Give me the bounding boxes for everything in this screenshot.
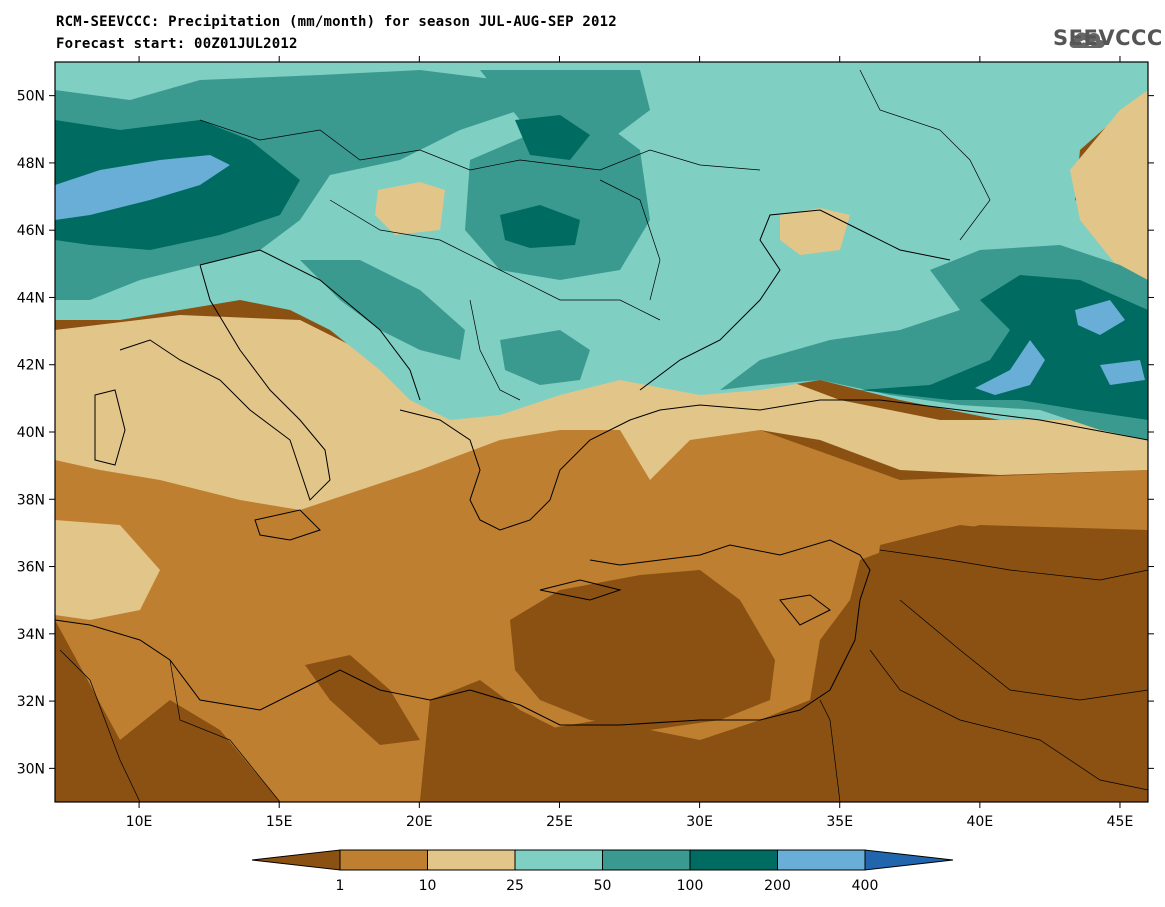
legend-swatch <box>602 849 691 871</box>
lat-tick-label: 40N <box>17 425 45 441</box>
lat-tick-label: 30N <box>17 761 45 777</box>
forecast-start-label: Forecast start: 00Z01JUL2012 <box>56 36 298 52</box>
lon-tick-label: 15E <box>266 814 293 830</box>
legend-swatch <box>514 849 603 871</box>
field-25-50-west <box>55 520 160 620</box>
field-dry-patch-4 <box>860 525 1148 802</box>
legend-label: 400 <box>852 878 879 894</box>
legend-swatch <box>864 849 954 871</box>
field-100-200-north <box>480 70 650 140</box>
field-dry-patch-2 <box>305 655 420 745</box>
lat-tick-label: 38N <box>17 492 45 508</box>
lat-tick-label: 34N <box>17 627 45 643</box>
seevccc-logo-text: SEEVCCC <box>1053 26 1163 50</box>
field-25-50 <box>55 315 1148 510</box>
lon-tick-label: 40E <box>967 814 994 830</box>
field-200-400-carpathian <box>500 205 580 248</box>
lat-tick-label: 48N <box>17 156 45 172</box>
lat-tick-label: 50N <box>17 89 45 105</box>
field-400-caucasus-1 <box>975 340 1045 395</box>
legend-label: 10 <box>419 878 437 894</box>
field-dry-patch-1 <box>510 570 775 730</box>
legend-swatch <box>689 849 778 871</box>
lon-tick-label: 10E <box>126 814 153 830</box>
field-400-caucasus-3 <box>1100 360 1145 385</box>
legend-label: 100 <box>677 878 704 894</box>
legend-label: 25 <box>506 878 524 894</box>
lat-tick-label: 32N <box>17 694 45 710</box>
field-100-200-bulgaria <box>500 330 590 385</box>
legend-swatch <box>339 849 428 871</box>
lat-tick-label: 46N <box>17 223 45 239</box>
map-field <box>55 62 1148 802</box>
lon-tick-label: 30E <box>686 814 713 830</box>
lon-tick-label: 35E <box>826 814 853 830</box>
field-400-caucasus-2 <box>1075 300 1125 335</box>
legend-swatch <box>251 849 341 871</box>
seevccc-cloud-logo-icon <box>1069 32 1105 48</box>
lat-tick-label: 42N <box>17 358 45 374</box>
legend-label: 1 <box>336 878 345 894</box>
lon-tick-label: 25E <box>546 814 573 830</box>
legend-swatch <box>777 849 866 871</box>
lon-tick-label: 45E <box>1107 814 1134 830</box>
field-dry-spot-2 <box>780 208 850 255</box>
lat-tick-label: 36N <box>17 560 45 576</box>
legend-swatch <box>427 849 516 871</box>
field-100-200-balkans <box>300 260 465 360</box>
field-400-alps <box>55 155 230 220</box>
field-200-400-north <box>515 115 590 160</box>
lat-tick-label: 44N <box>17 290 45 306</box>
legend-label: 200 <box>764 878 791 894</box>
color-legend: 1 10 25 50 100 200 400 <box>251 849 954 894</box>
field-dry-patch-3 <box>420 680 560 802</box>
longitude-axis: 10E 15E 20E 25E 30E 35E 40E 45E <box>126 56 1134 830</box>
coastlines <box>55 209 1148 726</box>
country-borders <box>59 69 1148 802</box>
field-dry-spot-3 <box>1070 90 1148 290</box>
legend-label: 50 <box>594 878 612 894</box>
lon-tick-label: 20E <box>406 814 433 830</box>
field-dry-spot-1 <box>375 182 445 235</box>
map-title: RCM-SEEVCCC: Precipitation (mm/month) fo… <box>56 14 617 30</box>
latitude-axis: 50N 48N 46N 44N 42N 40N 38N 36N 34N 32N 30N <box>17 89 1154 777</box>
